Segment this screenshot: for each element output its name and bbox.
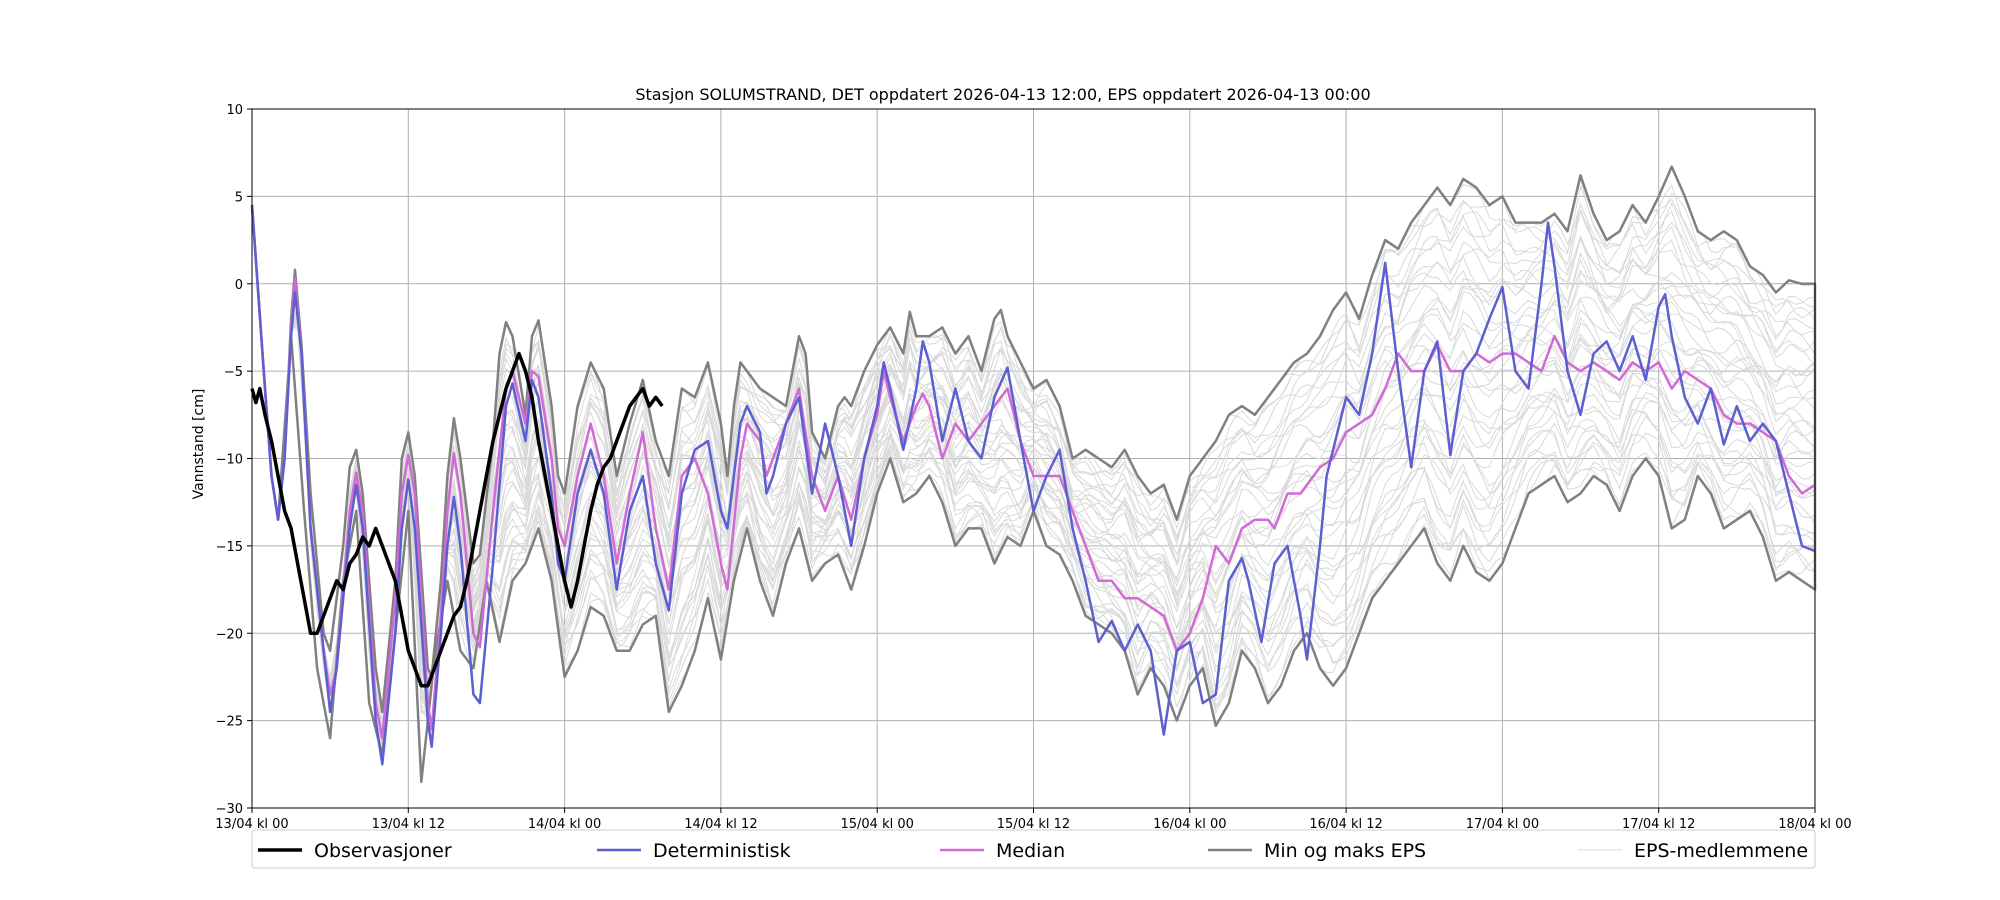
legend-label: Min og maks EPS [1264, 840, 1426, 862]
legend-label: Observasjoner [314, 840, 452, 862]
y-tick-label: −5 [224, 365, 243, 380]
eps-member-line [251, 205, 1816, 732]
deterministic-line [250, 205, 1816, 766]
eps-member-line [251, 205, 1816, 742]
y-tick-label: 10 [226, 103, 243, 118]
x-tick-label: 17/04 kl 12 [1622, 817, 1695, 832]
eps-member-line [251, 205, 1816, 745]
y-tick-label: 5 [235, 190, 243, 205]
eps-member-line [251, 205, 1816, 736]
x-tick-label: 18/04 kl 00 [1778, 817, 1851, 832]
eps-member-line [251, 205, 1816, 733]
x-tick-label: 17/04 kl 00 [1466, 817, 1539, 832]
series-lines [250, 165, 1817, 784]
eps-member-line [251, 205, 1816, 732]
eps-member-line [251, 205, 1816, 737]
x-tick-label: 15/04 kl 12 [997, 817, 1070, 832]
legend-label: Median [996, 840, 1065, 862]
x-tick-label: 13/04 kl 12 [372, 817, 445, 832]
eps-member-line [251, 205, 1816, 738]
x-tick-label: 16/04 kl 12 [1309, 817, 1382, 832]
eps-member-line [251, 205, 1816, 736]
axis-ticks: 13/04 kl 00 13/04 kl 12 14/04 kl 00 14/04 k… [215, 103, 1851, 832]
y-axis-label: Vannstand [cm] [191, 389, 207, 500]
eps-member-line [251, 205, 1816, 747]
y-tick-label: −20 [216, 627, 243, 642]
y-tick-label: −15 [216, 540, 243, 555]
y-tick-label: 0 [235, 278, 243, 293]
observations-line [250, 351, 664, 688]
x-tick-label: 15/04 kl 00 [840, 817, 913, 832]
legend-box [251, 829, 1816, 869]
y-tick-label: −30 [216, 802, 243, 817]
x-tick-label: 14/04 kl 00 [528, 817, 601, 832]
eps-member-line [251, 198, 1816, 730]
x-tick-label: 13/04 kl 00 [215, 817, 288, 832]
legend-label: Deterministisk [653, 840, 791, 862]
min-max-eps-line [250, 165, 1817, 784]
eps-members [251, 166, 1816, 748]
legend: Observasjoner Deterministisk Median Min og … [251, 829, 1816, 869]
y-tick-label: −10 [216, 453, 243, 468]
eps-member-line [251, 205, 1816, 740]
x-tick-label: 14/04 kl 12 [684, 817, 757, 832]
chart-title: Stasjon SOLUMSTRAND, DET oppdatert 2026-… [635, 85, 1370, 104]
x-tick-label: 16/04 kl 00 [1153, 817, 1226, 832]
y-tick-label: −25 [216, 715, 243, 730]
legend-label: EPS-medlemmene [1634, 840, 1808, 862]
median-line [250, 205, 1816, 740]
eps-member-line [251, 205, 1816, 739]
eps-member-line [251, 205, 1816, 739]
eps-member-line [251, 205, 1816, 727]
